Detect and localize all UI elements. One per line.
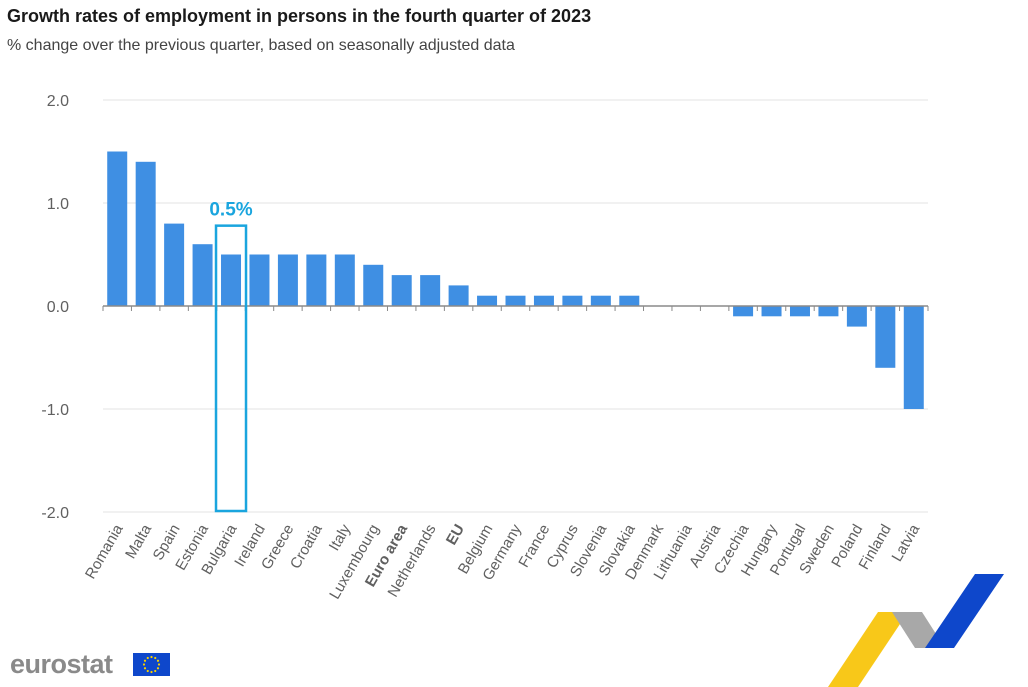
bar-poland[interactable] [846, 306, 867, 327]
logo-text: eurostat [10, 649, 113, 679]
bar-bulgaria[interactable] [221, 254, 242, 307]
y-tick-label: -2.0 [41, 505, 69, 522]
bar-finland[interactable] [875, 306, 896, 368]
bar-slovenia[interactable] [590, 295, 611, 306]
bar-luxembourg[interactable] [363, 264, 384, 306]
chart-title: Growth rates of employment in persons in… [7, 6, 592, 26]
flag-star [143, 659, 147, 662]
bar-romania[interactable] [107, 151, 128, 307]
bar-belgium[interactable] [477, 295, 498, 306]
x-tick-label: Italy [326, 521, 355, 554]
eu-flag-icon [133, 653, 170, 676]
highlight-annotation: 0.5% [209, 200, 253, 513]
highlight-label: 0.5% [209, 200, 252, 221]
flag-star [146, 656, 149, 660]
bar-germany[interactable] [505, 295, 526, 306]
bar-greece[interactable] [277, 254, 298, 307]
flag-star [143, 667, 147, 670]
bar-france[interactable] [533, 295, 554, 306]
y-axis-ticks: 2.0 1.0 0.0 -1.0 -2.0 [41, 93, 69, 522]
flag-star [154, 669, 157, 673]
flag-star [156, 667, 160, 670]
flag-star [150, 655, 153, 659]
y-tick-label: 0.0 [47, 299, 69, 316]
flag-star [154, 656, 157, 660]
flag-star [156, 659, 160, 662]
x-tick-label: EU [443, 522, 468, 549]
flag-star [146, 669, 149, 673]
deco-yellow-stripe [828, 612, 908, 687]
bars [107, 151, 924, 409]
bar-ireland[interactable] [249, 254, 270, 307]
y-tick-label: 2.0 [47, 93, 69, 110]
bar-portugal[interactable] [789, 306, 810, 317]
bar-latvia[interactable] [903, 306, 924, 409]
bar-czechia[interactable] [733, 306, 754, 317]
bar-hungary[interactable] [761, 306, 782, 317]
bar-italy[interactable] [334, 254, 355, 307]
chart-subtitle: % change over the previous quarter, base… [7, 37, 515, 54]
flag-star [157, 663, 161, 666]
bar-netherlands[interactable] [420, 275, 441, 306]
bar-estonia[interactable] [192, 244, 213, 306]
bar-cyprus[interactable] [562, 295, 583, 306]
bar-spain[interactable] [164, 223, 185, 306]
bar-sweden[interactable] [818, 306, 839, 317]
decorative-stripes [828, 574, 1004, 687]
deco-blue-stripe [925, 574, 1004, 648]
y-tick-label: 1.0 [47, 196, 69, 213]
x-tick-label: Romania [82, 521, 127, 582]
flag-star [150, 670, 153, 674]
bar-malta[interactable] [135, 161, 156, 306]
highlight-box [214, 224, 248, 513]
bar-eu[interactable] [448, 285, 469, 306]
bar-croatia[interactable] [306, 254, 327, 307]
zero-axis [102, 305, 929, 311]
bar-slovakia[interactable] [619, 295, 640, 306]
x-tick-label: Latvia [889, 521, 924, 565]
y-tick-label: -1.0 [41, 402, 69, 419]
flag-star [142, 663, 146, 666]
x-axis-labels: RomaniaMaltaSpainEstoniaBulgariaIrelandG… [82, 521, 924, 602]
bar-euro-area[interactable] [391, 275, 412, 306]
